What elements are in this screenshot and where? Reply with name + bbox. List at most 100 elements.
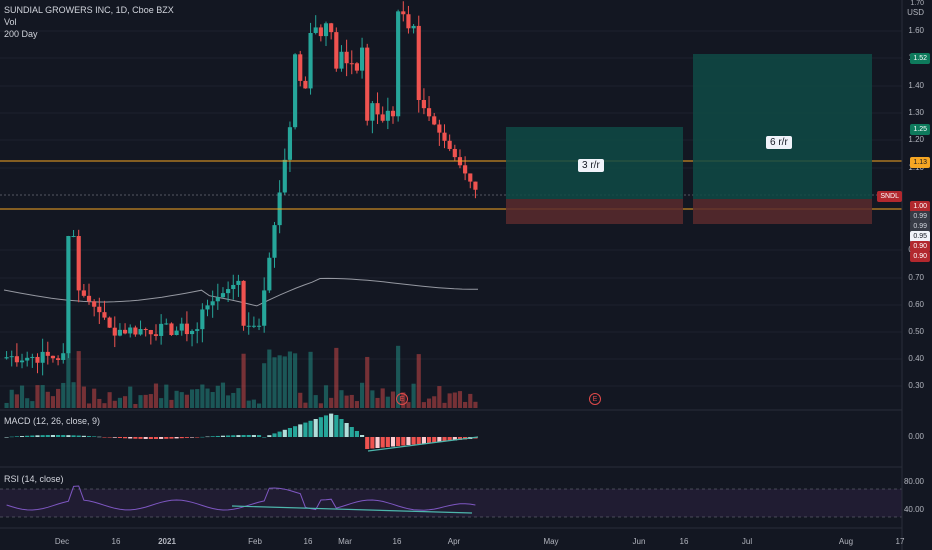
macd-bar [143, 437, 148, 439]
macd-bar [437, 437, 442, 442]
macd-bar [133, 437, 138, 439]
volume-bar [354, 401, 359, 408]
candle-body [25, 357, 30, 361]
macd-bar [287, 428, 293, 437]
macd-bar [262, 437, 267, 438]
candle-body [195, 329, 200, 331]
candle-body [102, 312, 107, 318]
volume-bar [267, 349, 272, 408]
volume-bar [205, 388, 210, 408]
macd-bar [231, 435, 236, 437]
macd-bar [220, 435, 226, 437]
candle-body [385, 110, 390, 121]
macd-bar [61, 435, 66, 437]
macd-bar [123, 437, 128, 439]
macd-bar [174, 437, 179, 439]
volume-bar [318, 403, 323, 408]
macd-bar [251, 435, 256, 437]
chart-legend[interactable]: SUNDIAL GROWERS INC, 1D, Cboe BZX Vol 20… [4, 4, 174, 40]
volume-bar [112, 400, 117, 408]
macd-bar [215, 435, 220, 437]
volume-bar [231, 392, 236, 408]
volume-bar [385, 396, 390, 408]
candle-body [14, 356, 19, 363]
volume-bar [102, 403, 107, 408]
candle-body [447, 140, 452, 149]
volume-bar [81, 386, 86, 408]
volume-bar [241, 353, 246, 408]
candle-body [66, 236, 71, 354]
candle-body [329, 23, 334, 33]
volume-bar [25, 398, 30, 408]
price-tick: 0.40 [908, 354, 924, 363]
price-tick-top: 1.70 [910, 0, 924, 7]
candle-body [45, 351, 50, 356]
candle-body [354, 63, 359, 71]
earnings-event-icon[interactable]: E [589, 393, 601, 405]
macd-bar [107, 437, 112, 438]
volume-bar [143, 394, 148, 408]
rsi-label[interactable]: RSI (14, close) [4, 474, 64, 484]
candle-body [4, 357, 9, 359]
price-tick: 1.20 [908, 135, 924, 144]
candle-body [411, 25, 416, 29]
ma-label[interactable]: 200 Day [4, 29, 38, 39]
macd-label[interactable]: MACD (12, 26, close, 9) [4, 416, 101, 426]
earnings-event-icon[interactable]: E [396, 393, 408, 405]
volume-bar [61, 382, 66, 408]
macd-bar [246, 435, 251, 437]
date-tick: Dec [54, 537, 70, 546]
macd-bar [128, 437, 133, 439]
macd-bar [35, 435, 40, 437]
volume-bar [66, 351, 71, 408]
date-tick: Aug [838, 537, 854, 546]
rr-label-6[interactable]: 6 r/r [766, 136, 792, 149]
date-tick: Jul [741, 537, 753, 546]
volume-bar [159, 398, 164, 408]
volume-bar [45, 391, 50, 408]
macd-bar [426, 437, 432, 443]
candle-body [205, 305, 210, 310]
macd-bar [406, 437, 411, 445]
macd-bar [432, 437, 437, 443]
macd-bar [71, 435, 76, 437]
candle-body [380, 114, 385, 121]
volume-bar [174, 390, 179, 408]
macd-bar [380, 437, 385, 448]
macd-bar [411, 437, 416, 445]
macd-bar [205, 436, 210, 438]
macd-bar [92, 436, 97, 437]
volume-label[interactable]: Vol [4, 17, 17, 27]
volume-bar [128, 386, 133, 408]
candle-body [71, 236, 76, 237]
volume-bar [282, 356, 287, 408]
volume-bar [256, 403, 262, 408]
candle-body [128, 327, 133, 334]
macd-bar [40, 435, 45, 437]
candle-body [226, 289, 231, 294]
macd-tick: 0.00 [908, 432, 924, 441]
candle-body [251, 325, 256, 327]
volume-bar [189, 389, 195, 408]
symbol-title[interactable]: SUNDIAL GROWERS INC, 1D, Cboe BZX [4, 5, 174, 15]
price-badge: 0.90 [910, 251, 930, 262]
volume-bar [30, 401, 35, 408]
volume-bar [35, 385, 40, 408]
candle-body [323, 23, 329, 37]
price-badge: 0.95 [910, 231, 930, 242]
price-badge: 0.99 [910, 221, 930, 232]
volume-bar [452, 392, 457, 408]
candle-body [272, 225, 277, 258]
candle-body [468, 173, 473, 182]
macd-bar [169, 437, 174, 439]
candle-body [442, 132, 447, 141]
volume-bar [411, 383, 416, 408]
rsi-line [6, 485, 476, 511]
macd-bar [159, 437, 164, 439]
macd-bar [282, 429, 287, 437]
rr-label-3[interactable]: 3 r/r [578, 159, 604, 172]
volume-bar [447, 393, 452, 408]
candle-body [432, 116, 437, 125]
volume-bar [251, 399, 256, 408]
